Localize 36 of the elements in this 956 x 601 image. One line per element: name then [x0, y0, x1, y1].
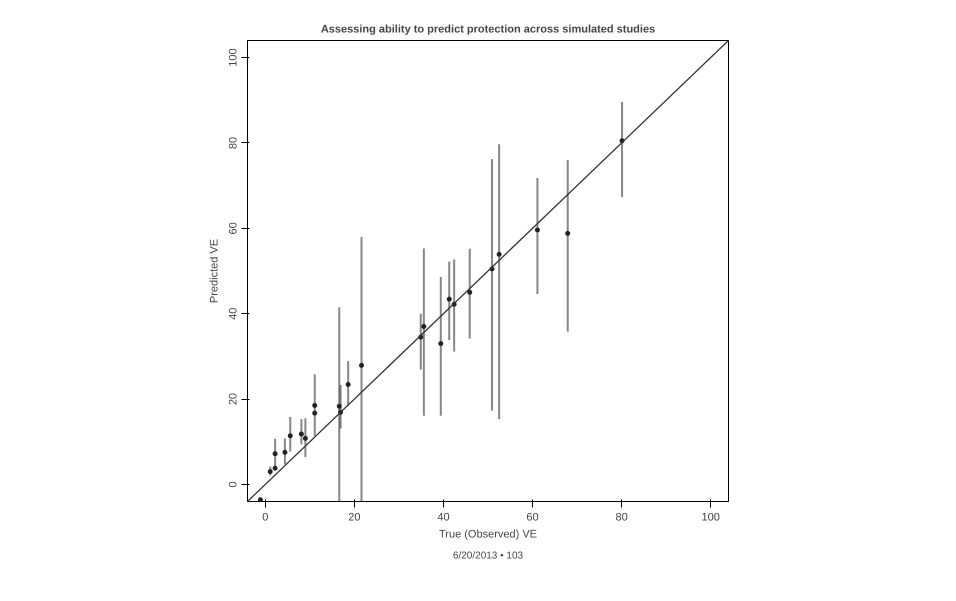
point — [312, 410, 318, 416]
x-tick-label: 0 — [262, 512, 268, 524]
y-tick-label: 80 — [228, 136, 240, 150]
x-tick-label: 100 — [702, 512, 720, 524]
point — [272, 451, 278, 456]
chart-title: Assessing ability to predict protection across simulated studies — [320, 24, 656, 36]
y-tick-label: 0 — [228, 481, 240, 488]
point — [446, 296, 452, 302]
point — [346, 382, 351, 388]
point — [421, 324, 426, 329]
point — [312, 402, 318, 408]
y-tick-label: 20 — [228, 392, 240, 406]
point — [467, 290, 472, 295]
point — [496, 252, 502, 257]
x-tick-label: 60 — [526, 512, 539, 524]
point — [272, 466, 278, 471]
x-axis-title: True (Observed) VE — [438, 528, 538, 540]
y-tick-label: 100 — [228, 48, 240, 67]
point — [288, 433, 293, 438]
x-tick-label: 40 — [437, 512, 450, 524]
point — [302, 436, 308, 441]
x-tick-label: 20 — [348, 512, 361, 524]
text: 6/20/2013 • 103 — [452, 550, 524, 562]
point — [258, 497, 263, 502]
point — [336, 404, 342, 409]
point — [565, 230, 570, 236]
point — [268, 469, 273, 474]
point — [359, 362, 364, 368]
point — [438, 341, 444, 346]
point — [534, 228, 540, 233]
y-tick-label: 40 — [228, 308, 240, 320]
y-axis-title: Predicted VE — [208, 238, 220, 304]
x-tick-label: 80 — [615, 512, 628, 524]
point — [282, 450, 288, 455]
point — [298, 432, 304, 437]
y-tick-label: 60 — [228, 222, 240, 234]
